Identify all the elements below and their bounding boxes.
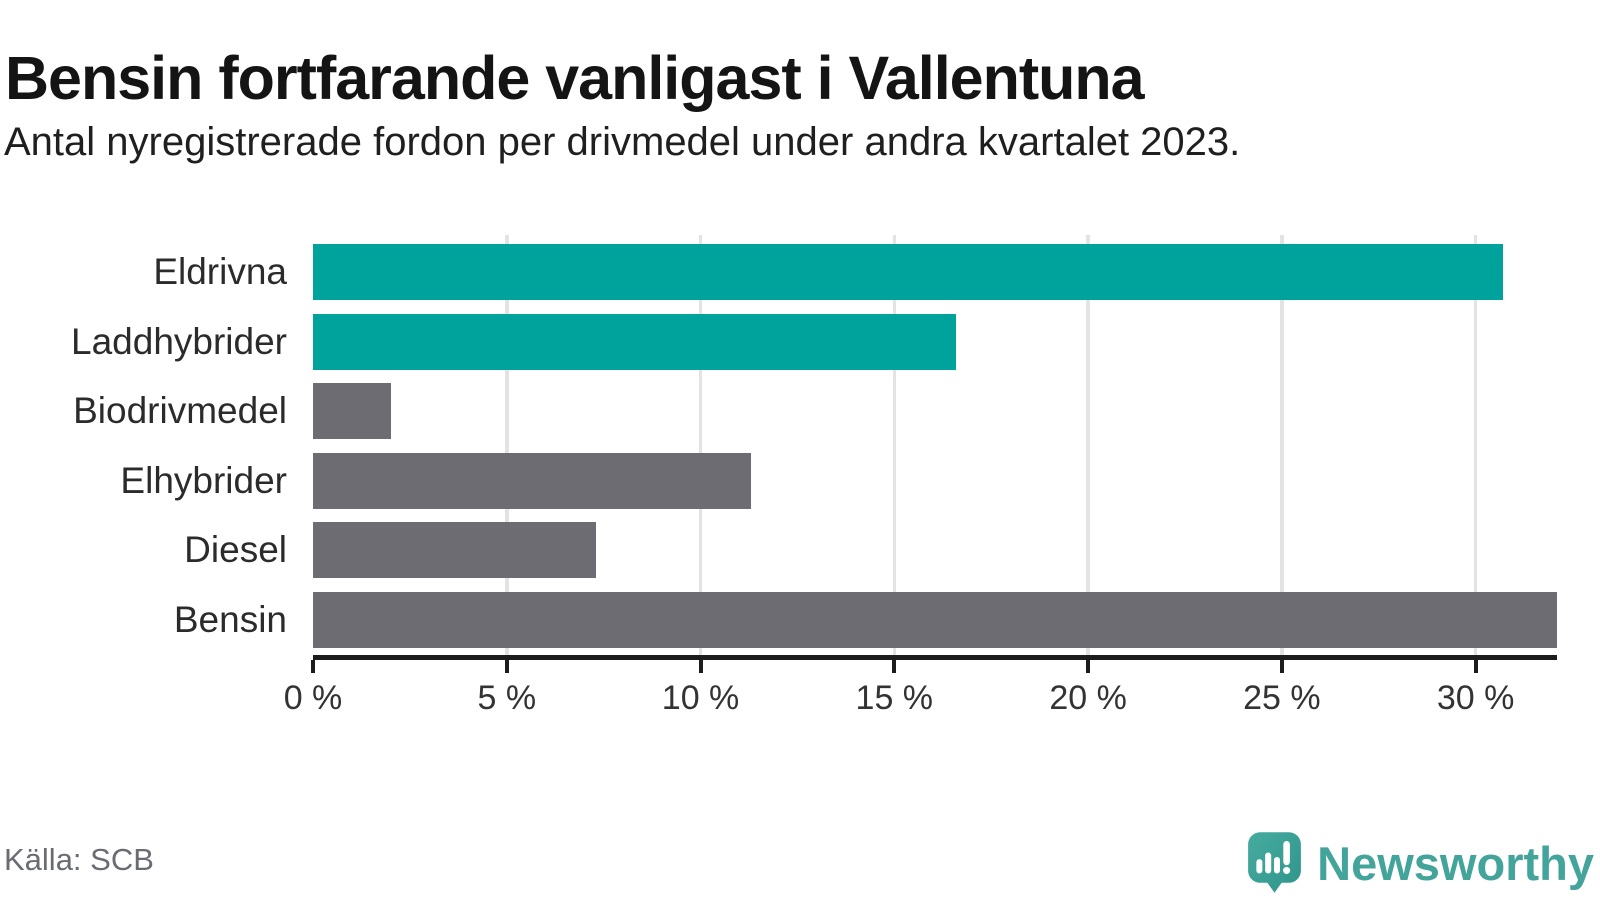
- tick-label-25: 25 %: [1243, 679, 1321, 717]
- bar-laddhybrider: [313, 313, 957, 370]
- category-axis: Eldrivna Laddhybrider Biodrivmedel Elhybrid…: [0, 235, 287, 658]
- tick-label-20: 20 %: [1049, 679, 1127, 717]
- tick-5: [504, 660, 509, 673]
- category-label-eldrivna: Eldrivna: [153, 251, 287, 292]
- category-label-diesel: Diesel: [184, 529, 287, 570]
- tick-30: [1473, 660, 1478, 673]
- gridline-20: [1086, 235, 1090, 658]
- gridline-10: [698, 235, 703, 658]
- bar-diesel: [313, 522, 596, 578]
- category-label-biodrivmedel: Biodrivmedel: [73, 390, 287, 431]
- gridline-5: [505, 235, 509, 658]
- gridline-30: [1473, 235, 1478, 658]
- gridline-25: [1280, 235, 1284, 658]
- bar-elhybrider: [313, 452, 751, 509]
- tick-label-0: 0 %: [283, 679, 343, 717]
- bar-eldrivna: [313, 244, 1503, 300]
- tick-label-30: 30 %: [1436, 679, 1515, 717]
- source-note: Källa: SCB: [4, 842, 154, 877]
- tick-0: [311, 660, 315, 673]
- tick-label-15: 15 %: [855, 679, 934, 717]
- tick-label-10: 10 %: [661, 679, 740, 717]
- tick-25: [1279, 660, 1284, 673]
- bar-biodrivmedel: [313, 383, 391, 439]
- bar-bensin: [313, 591, 1557, 648]
- newsworthy-logo-text: Newsworthy: [1317, 836, 1594, 890]
- chart-subtitle: Antal nyregistrerade fordon per drivmede…: [4, 120, 1241, 164]
- tick-label-5: 5 %: [477, 679, 537, 717]
- chart-title: Bensin fortfarande vanligast i Vallentun…: [5, 43, 1145, 112]
- tick-20: [1086, 660, 1091, 673]
- x-axis: 0 % 5 % 10 % 15 % 20 % 25 % 30 %: [284, 655, 1557, 717]
- newsworthy-logo-icon: [1248, 832, 1302, 893]
- category-label-elhybrider: Elhybrider: [120, 459, 287, 501]
- gridline-15: [892, 235, 897, 658]
- tick-10: [698, 660, 703, 673]
- category-label-laddhybrider: Laddhybrider: [71, 320, 287, 362]
- tick-15: [892, 660, 897, 673]
- newsworthy-logo: Newsworthy: [1247, 831, 1594, 895]
- category-label-bensin: Bensin: [173, 598, 287, 640]
- plot-area: [313, 235, 1557, 658]
- x-axis-line: [313, 655, 1557, 660]
